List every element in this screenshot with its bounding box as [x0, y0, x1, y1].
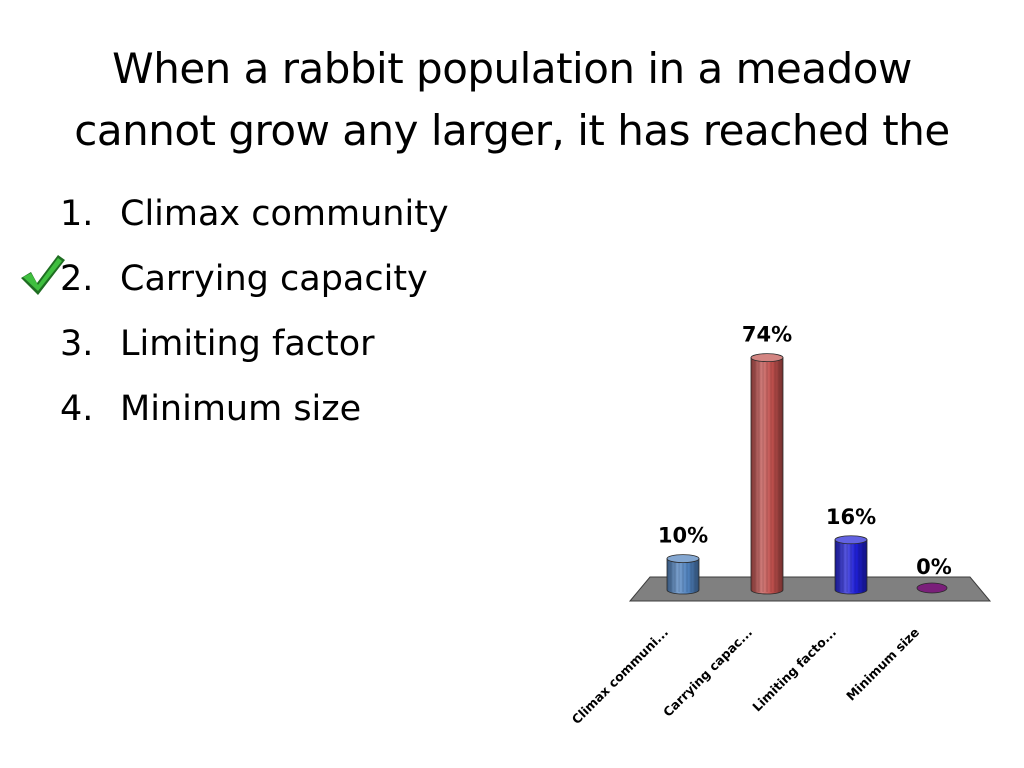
bar-top — [750, 353, 784, 363]
answer-text: Minimum size — [120, 389, 362, 429]
answer-option-4: 4. Minimum size — [60, 383, 449, 448]
answer-option-1: 1. Climax community — [60, 188, 449, 253]
x-tick-label: Carrying capac... — [660, 625, 755, 720]
data-label: 10% — [658, 524, 708, 548]
data-label: 0% — [916, 555, 952, 579]
answer-text: Carrying capacity — [120, 259, 428, 299]
slide-title: When a rabbit population in a meadow can… — [40, 38, 984, 162]
data-label: 16% — [826, 505, 876, 529]
bar-disc — [916, 582, 948, 594]
answer-text: Limiting factor — [120, 324, 375, 364]
answer-number: 4. — [60, 389, 94, 429]
chart-floor — [628, 576, 992, 602]
slide-title-line-2: cannot grow any larger, it has reached t… — [74, 106, 950, 155]
x-tick-label: Limiting facto... — [749, 625, 839, 715]
answer-number: 2. — [60, 259, 94, 299]
checkmark-icon — [21, 255, 65, 295]
x-tick-label: Climax communi... — [569, 625, 672, 728]
x-tick-label: Minimum size — [843, 625, 922, 704]
data-label: 74% — [742, 323, 792, 347]
answer-list: 1. Climax community 2. Carrying capacity… — [60, 188, 449, 448]
bar-top — [666, 554, 700, 564]
slide-title-line-1: When a rabbit population in a meadow — [112, 44, 912, 93]
answer-number: 1. — [60, 194, 94, 234]
answer-number: 3. — [60, 324, 94, 364]
bar-top — [834, 535, 868, 545]
answer-text: Climax community — [120, 194, 449, 234]
bar-2: 74% Carrying capac... — [660, 323, 792, 720]
answer-option-2: 2. Carrying capacity — [60, 253, 449, 318]
answer-option-3: 3. Limiting factor — [60, 318, 449, 383]
response-bar-chart: 10% Climax communi... 74% Carrying capac...… — [569, 323, 992, 728]
